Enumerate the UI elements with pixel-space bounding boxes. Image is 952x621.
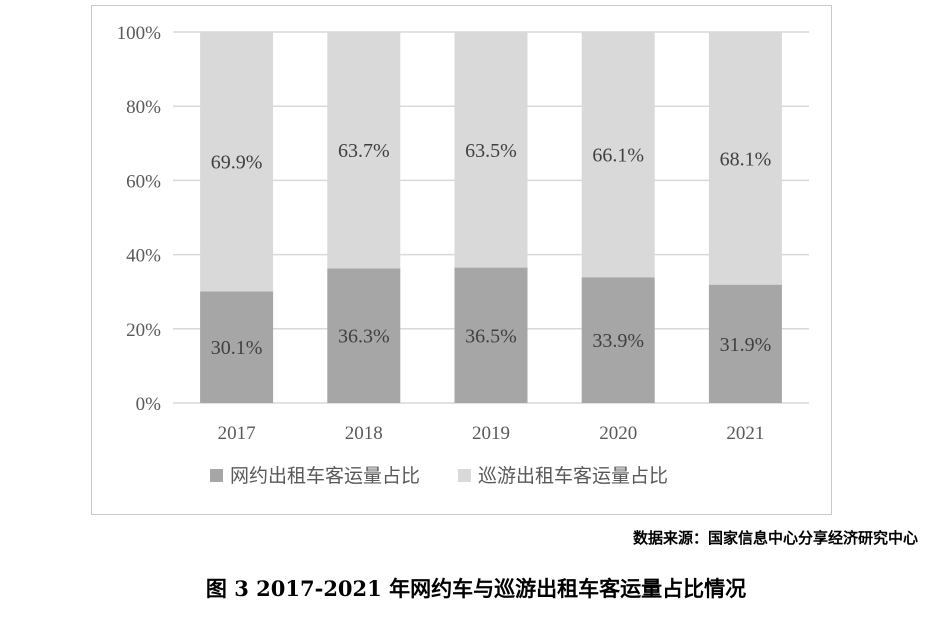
y-tick-label: 100%: [117, 23, 162, 44]
bar-segment: [200, 291, 274, 403]
bar-segment: [454, 32, 528, 268]
data-label: 63.5%: [465, 140, 517, 162]
x-tick-label: 2021: [726, 423, 764, 444]
legend-swatch: [210, 469, 223, 482]
y-tick-label: 0%: [136, 394, 162, 415]
data-label: 30.1%: [211, 337, 263, 359]
data-label: 63.7%: [338, 140, 390, 162]
data-label: 33.9%: [592, 330, 644, 352]
data-label: 66.1%: [592, 145, 644, 167]
y-tick-label: 80%: [126, 97, 161, 118]
data-label: 68.1%: [720, 148, 772, 170]
x-tick-label: 2018: [345, 423, 383, 444]
source-note: 数据来源：国家信息中心分享经济研究中心: [632, 529, 918, 547]
bar-segment: [581, 32, 655, 278]
data-label: 36.3%: [338, 326, 390, 348]
figure-caption: 图 3 2017-2021 年网约车与巡游出租车客运量占比情况: [205, 576, 747, 601]
bar-segment: [581, 277, 655, 403]
stacked-bar-chart: 0% 20% 40% 60% 80% 100% 30.1% 69.9% 2017 36.3% 63.…: [117, 23, 809, 487]
bar-segment: [327, 268, 401, 403]
x-tick-label: 2020: [599, 423, 637, 444]
data-label: 69.9%: [211, 152, 263, 174]
bar-segment: [708, 32, 782, 285]
bar-segment: [454, 267, 528, 403]
chart-area: 0% 20% 40% 60% 80% 100% 30.1% 69.9% 2017 36.3% 63.…: [91, 5, 832, 515]
data-label: 36.5%: [465, 325, 517, 347]
y-tick-label: 60%: [126, 171, 161, 192]
bar-segment: [327, 32, 401, 269]
y-tick-label: 40%: [126, 246, 161, 267]
bar-segment: [708, 284, 782, 403]
x-tick-label: 2019: [472, 423, 510, 444]
x-tick-label: 2017: [218, 423, 256, 444]
data-label: 31.9%: [720, 334, 772, 356]
legend-label: 巡游出租车客运量占比: [478, 465, 668, 487]
legend-swatch: [458, 469, 471, 482]
y-tick-label: 20%: [126, 320, 161, 341]
bar-segment: [200, 32, 274, 292]
legend-label: 网约出租车客运量占比: [230, 465, 420, 487]
